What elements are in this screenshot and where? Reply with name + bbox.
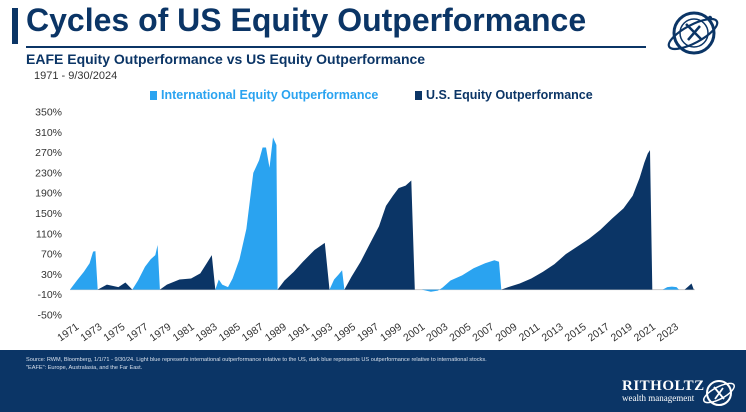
y-tick-label: 30% [41, 269, 62, 281]
x-tick-label: 1977 [124, 321, 150, 344]
y-tick-label: 110% [36, 228, 62, 240]
y-tick-label: 150% [35, 208, 62, 220]
x-tick-label: 1979 [148, 321, 174, 344]
x-tick-label: 2001 [401, 321, 427, 344]
y-tick-label: 230% [35, 167, 62, 179]
title-accent-bar [12, 8, 18, 44]
brand-tagline: wealth management [622, 393, 695, 403]
area-us-cycle [159, 255, 216, 290]
area-international-cycle [421, 260, 502, 292]
legend-item-international: International Equity Outperformance [150, 88, 378, 102]
x-axis-ticks: 1971197319751977197919811983198519871989… [55, 321, 681, 344]
legend-item-us: U.S. Equity Outperformance [415, 88, 593, 102]
x-tick-label: 1993 [309, 321, 335, 344]
y-tick-label: 70% [41, 249, 62, 261]
x-tick-label: 2013 [540, 321, 566, 344]
source-line-2: "EAFE": Europe, Australasia, and the Far… [26, 365, 143, 371]
x-tick-label: 2019 [609, 321, 635, 344]
area-international-cycle [662, 286, 679, 290]
x-tick-label: 2017 [586, 321, 612, 344]
source-line-1: Source: RWM, Bloomberg, 1/1/71 - 9/30/24… [26, 357, 487, 363]
area-international-cycle [329, 270, 345, 290]
x-tick-label: 2021 [632, 321, 658, 344]
legend-label-international: International Equity Outperformance [161, 88, 379, 102]
area-us-cycle [277, 242, 330, 290]
area-us-cycle [344, 180, 415, 290]
x-tick-label: 1983 [194, 321, 220, 344]
x-tick-label: 1995 [332, 321, 358, 344]
area-international-cycle [215, 137, 278, 290]
x-tick-label: 2005 [447, 321, 473, 344]
y-axis-ticks: -50% -10% 30% 70% 110% 150% 190% 230% 270% 310% 35… [35, 107, 62, 322]
y-tick-label: -50% [37, 310, 62, 322]
area-international-cycle [132, 245, 160, 290]
title-rule [26, 46, 646, 48]
x-tick-label: 1973 [78, 321, 104, 344]
chart-areas [70, 137, 694, 292]
source-note: Source: RWM, Bloomberg, 1/1/71 - 9/30/24… [26, 356, 487, 372]
y-tick-label: 270% [35, 147, 62, 159]
x-tick-label: 1997 [355, 321, 381, 344]
legend-label-us: U.S. Equity Outperformance [426, 88, 593, 102]
x-tick-label: 1981 [171, 321, 197, 344]
area-international-cycle [70, 251, 98, 290]
area-us-cycle [97, 282, 133, 290]
y-tick-label: 310% [35, 127, 62, 139]
ritholtz-logo-icon [667, 11, 719, 55]
ritholtz-footer-logo-icon [702, 380, 736, 406]
x-tick-label: 1971 [55, 321, 81, 344]
x-tick-label: 2015 [563, 321, 589, 344]
x-tick-label: 2009 [493, 321, 519, 344]
x-tick-label: 1989 [263, 321, 289, 344]
y-tick-label: 350% [35, 107, 62, 119]
brand-wordmark: RITHOLTZ wealth management [622, 378, 705, 403]
chart-title: Cycles of US Equity Outperformance [26, 2, 587, 38]
x-tick-label: 2003 [424, 321, 450, 344]
x-tick-label: 1985 [217, 321, 243, 344]
performance-chart: -50% -10% 30% 70% 110% 150% 190% 230% 270% 310% 35… [35, 107, 695, 344]
area-us-cycle [684, 283, 694, 290]
x-tick-label: 1991 [286, 321, 312, 344]
x-tick-label: 1975 [101, 321, 127, 344]
x-tick-label: 2023 [655, 321, 681, 344]
legend-swatch-us [415, 90, 422, 100]
brand-name: RITHOLTZ [622, 378, 705, 394]
x-tick-label: 2011 [517, 321, 543, 344]
x-tick-label: 2007 [470, 321, 496, 344]
x-tick-label: 1999 [378, 321, 404, 344]
legend-swatch-international [150, 90, 157, 100]
x-tick-label: 1987 [240, 321, 266, 344]
chart-subtitle: EAFE Equity Outperformance vs US Equity … [26, 51, 426, 67]
chart-header: Cycles of US Equity Outperformance EAFE … [0, 0, 746, 88]
footer: Source: RWM, Bloomberg, 1/1/71 - 9/30/24… [0, 350, 746, 412]
area-us-cycle [501, 150, 653, 290]
date-range: 1971 - 9/30/2024 [34, 70, 118, 82]
y-tick-label: -10% [37, 289, 62, 301]
y-tick-label: 190% [35, 188, 62, 200]
